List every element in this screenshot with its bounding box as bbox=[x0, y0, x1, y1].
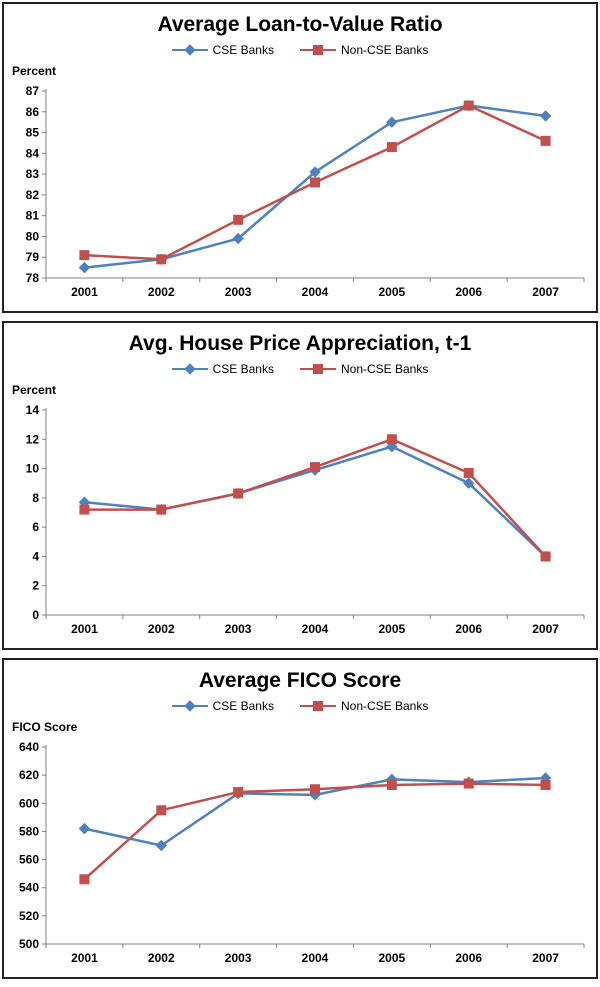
svg-text:80: 80 bbox=[26, 229, 40, 243]
svg-text:2007: 2007 bbox=[532, 951, 559, 965]
svg-text:0: 0 bbox=[32, 608, 39, 622]
svg-text:620: 620 bbox=[19, 768, 39, 782]
svg-text:2001: 2001 bbox=[71, 951, 98, 965]
svg-text:84: 84 bbox=[26, 146, 40, 160]
y-axis-title: FICO Score bbox=[12, 720, 78, 734]
svg-text:78: 78 bbox=[26, 271, 40, 285]
svg-text:520: 520 bbox=[19, 909, 39, 923]
y-axis-title: Percent bbox=[12, 64, 57, 78]
legend-item-noncse: Non-CSE Banks bbox=[299, 699, 429, 713]
legend-item-cse: CSE Banks bbox=[171, 699, 274, 713]
svg-text:86: 86 bbox=[26, 105, 40, 119]
svg-text:10: 10 bbox=[26, 462, 40, 476]
non-cse-series-marker-icon bbox=[299, 700, 336, 712]
legend-label: CSE Banks bbox=[212, 362, 274, 376]
ltv-chart-panel: Average Loan-to-Value Ratio CSE Banks No… bbox=[2, 2, 598, 313]
non-cse-series-marker-icon bbox=[299, 44, 336, 56]
svg-text:2: 2 bbox=[32, 579, 39, 593]
svg-text:14: 14 bbox=[26, 403, 40, 417]
svg-text:83: 83 bbox=[26, 167, 40, 181]
legend: CSE Banks Non-CSE Banks bbox=[4, 698, 596, 714]
svg-text:2003: 2003 bbox=[225, 622, 252, 636]
legend-label: Non-CSE Banks bbox=[340, 362, 429, 376]
svg-text:2002: 2002 bbox=[148, 622, 175, 636]
svg-text:580: 580 bbox=[19, 824, 39, 838]
ltv-chart-canvas: 78 79 80 81 82 83 84 85 86 87 2001 2002 2003 2004 2005… bbox=[26, 84, 585, 299]
legend-item-cse: CSE Banks bbox=[171, 362, 274, 376]
svg-text:87: 87 bbox=[26, 84, 40, 98]
legend-item-noncse: Non-CSE Banks bbox=[299, 362, 429, 376]
legend-label: CSE Banks bbox=[212, 699, 274, 713]
svg-text:8: 8 bbox=[32, 491, 39, 505]
svg-text:2002: 2002 bbox=[148, 951, 175, 965]
legend-label: Non-CSE Banks bbox=[340, 699, 429, 713]
svg-text:2007: 2007 bbox=[532, 622, 559, 636]
svg-text:500: 500 bbox=[19, 937, 39, 951]
chart-title: Average FICO Score bbox=[198, 669, 402, 692]
svg-text:2006: 2006 bbox=[455, 622, 482, 636]
svg-text:2005: 2005 bbox=[379, 951, 406, 965]
legend: CSE Banks Non-CSE Banks bbox=[4, 361, 596, 377]
svg-text:2005: 2005 bbox=[379, 622, 406, 636]
fico-chart-panel: Average FICO Score CSE Banks Non-CSE Ban… bbox=[2, 658, 598, 979]
svg-text:2007: 2007 bbox=[532, 285, 559, 299]
svg-text:2004: 2004 bbox=[302, 622, 329, 636]
svg-text:2001: 2001 bbox=[71, 622, 98, 636]
svg-text:4: 4 bbox=[32, 549, 39, 563]
cse-series-marker-icon bbox=[171, 363, 208, 375]
svg-text:82: 82 bbox=[26, 188, 40, 202]
cse-series-marker-icon bbox=[171, 700, 208, 712]
non-cse-series-marker-icon bbox=[299, 363, 336, 375]
fico-chart-canvas: 500 520 540 560 580 600 620 640 2001 2002 2003 2004… bbox=[19, 740, 585, 965]
svg-text:2006: 2006 bbox=[455, 285, 482, 299]
svg-text:2006: 2006 bbox=[455, 951, 482, 965]
svg-text:12: 12 bbox=[26, 432, 40, 446]
legend-item-cse: CSE Banks bbox=[171, 43, 274, 57]
svg-text:81: 81 bbox=[26, 209, 40, 223]
svg-text:2004: 2004 bbox=[302, 285, 329, 299]
legend: CSE Banks Non-CSE Banks bbox=[4, 42, 596, 58]
svg-text:2004: 2004 bbox=[302, 951, 329, 965]
hpa-chart-panel: Avg. House Price Appreciation, t-1 CSE B… bbox=[2, 321, 598, 650]
svg-text:560: 560 bbox=[19, 853, 39, 867]
chart-title: Average Loan-to-Value Ratio bbox=[157, 13, 443, 36]
legend-label: Non-CSE Banks bbox=[340, 43, 429, 57]
cse-series-marker-icon bbox=[171, 44, 208, 56]
svg-text:2003: 2003 bbox=[225, 285, 252, 299]
svg-text:2005: 2005 bbox=[379, 285, 406, 299]
legend-item-noncse: Non-CSE Banks bbox=[299, 43, 429, 57]
y-axis-title: Percent bbox=[12, 383, 57, 397]
svg-text:640: 640 bbox=[19, 740, 39, 754]
svg-text:600: 600 bbox=[19, 796, 39, 810]
svg-text:79: 79 bbox=[26, 250, 40, 264]
svg-text:2001: 2001 bbox=[71, 285, 98, 299]
svg-text:6: 6 bbox=[32, 520, 39, 534]
hpa-chart-canvas: 0 2 4 6 8 10 12 14 2001 2002 2003 2004 2005 2006 2007 bbox=[26, 403, 585, 636]
svg-text:85: 85 bbox=[26, 126, 40, 140]
svg-text:2002: 2002 bbox=[148, 285, 175, 299]
chart-title: Avg. House Price Appreciation, t-1 bbox=[128, 332, 472, 355]
svg-text:540: 540 bbox=[19, 881, 39, 895]
legend-label: CSE Banks bbox=[212, 43, 274, 57]
svg-text:2003: 2003 bbox=[225, 951, 252, 965]
